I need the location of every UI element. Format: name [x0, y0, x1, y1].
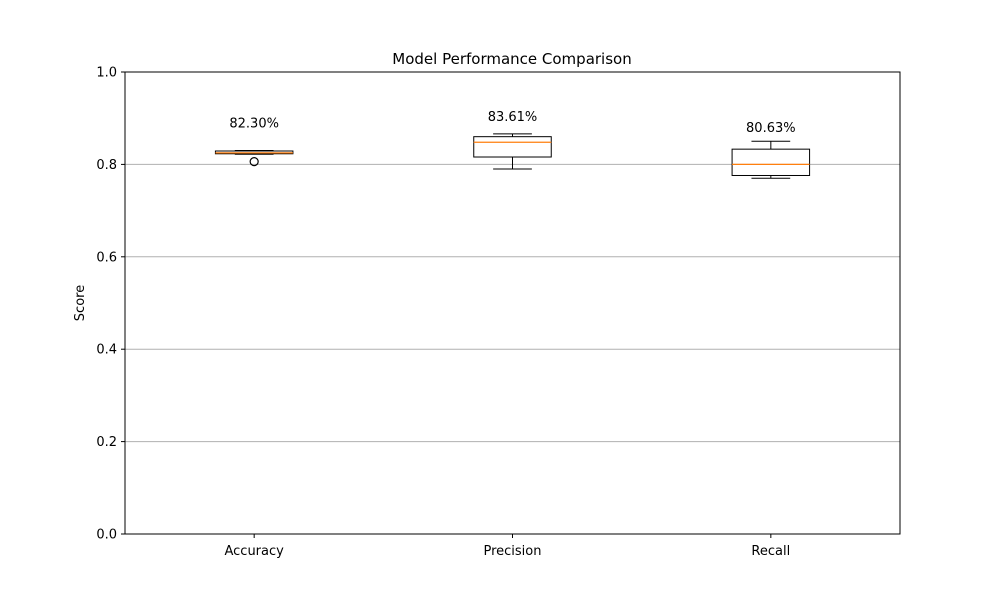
- mean-label: 83.61%: [488, 110, 538, 125]
- box-layer: [214, 133, 811, 179]
- mean-label: 80.63%: [746, 121, 796, 136]
- outlier-point: [249, 157, 259, 167]
- x-tick-label: Precision: [483, 544, 541, 559]
- box-body: [731, 148, 811, 176]
- x-tick-label: Recall: [751, 544, 790, 559]
- y-tick-label: 0.8: [96, 158, 117, 173]
- y-tick-label: 0.0: [96, 528, 117, 543]
- chart-title: Model Performance Comparison: [392, 50, 631, 68]
- box-body: [473, 136, 552, 158]
- grid-lines: [125, 163, 900, 443]
- tick-layer: 0.0 0.2 0.4 0.6 0.8 1.0 Accuracy Precision Recal…: [96, 66, 790, 560]
- y-axis-label: Score: [73, 285, 88, 321]
- x-tick-label: Accuracy: [224, 544, 284, 559]
- y-tick-label: 0.2: [96, 435, 117, 450]
- y-tick-label: 0.6: [96, 250, 117, 265]
- plot-frame: [124, 71, 901, 535]
- y-tick-label: 1.0: [96, 66, 117, 81]
- mean-label: 82.30%: [229, 116, 279, 131]
- data-label-layer: 82.30% 83.61% 80.63%: [229, 110, 795, 136]
- y-tick-label: 0.4: [96, 343, 117, 358]
